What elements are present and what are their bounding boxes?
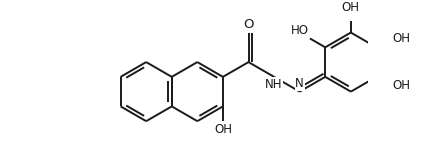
Text: NH: NH — [265, 78, 283, 91]
Text: O: O — [243, 18, 254, 31]
Text: OH: OH — [214, 123, 232, 136]
Text: N: N — [295, 77, 304, 90]
Text: OH: OH — [342, 1, 360, 14]
Text: OH: OH — [392, 79, 411, 92]
Text: HO: HO — [291, 24, 309, 37]
Text: OH: OH — [392, 32, 411, 45]
